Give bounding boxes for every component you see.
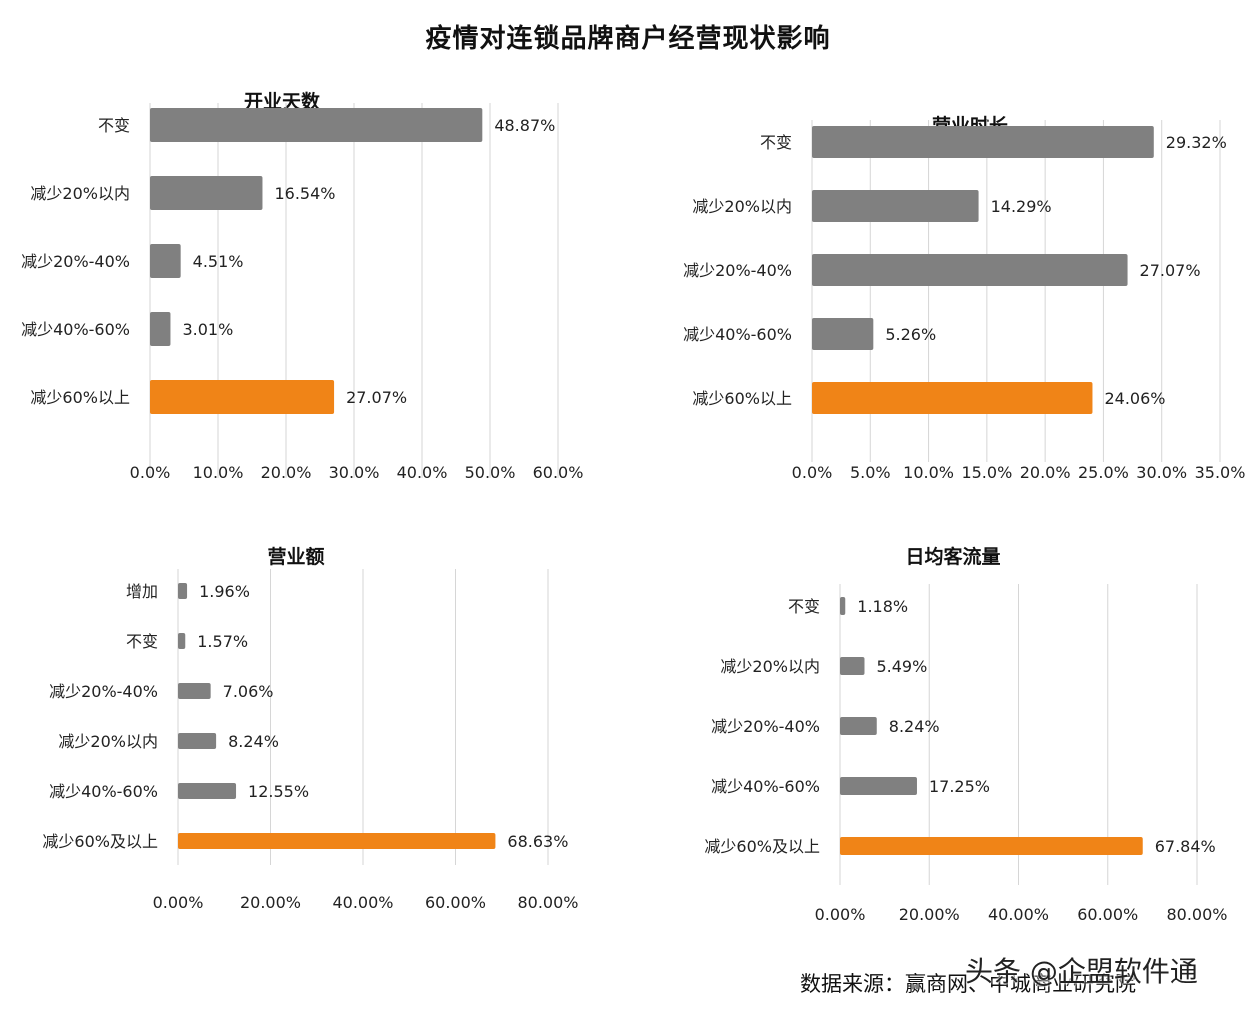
x-tick-label: 0.0% xyxy=(130,463,171,482)
x-tick-label: 30.0% xyxy=(1136,463,1187,482)
bar xyxy=(812,254,1128,286)
value-label: 29.32% xyxy=(1166,133,1227,152)
category-label: 减少20%-40% xyxy=(683,261,792,280)
x-tick-label: 10.0% xyxy=(193,463,244,482)
value-label: 17.25% xyxy=(929,777,990,796)
x-tick-label: 40.0% xyxy=(397,463,448,482)
value-label: 8.24% xyxy=(889,717,940,736)
category-label: 减少20%以内 xyxy=(30,184,130,203)
chart-title: 日均客流量 xyxy=(905,545,1000,568)
x-tick-label: 60.0% xyxy=(533,463,584,482)
x-tick-label: 50.0% xyxy=(465,463,516,482)
value-label: 1.57% xyxy=(197,632,248,651)
category-label: 减少20%以内 xyxy=(720,657,820,676)
chart-business-hours: 营业时长0.0%5.0%10.0%15.0%20.0%25.0%30.0%35.… xyxy=(683,114,1246,482)
value-label: 5.49% xyxy=(876,657,927,676)
category-label: 增加 xyxy=(126,582,158,601)
value-label: 27.07% xyxy=(346,388,407,407)
chart-revenue: 营业额 0.00% 20.00% 40.00% 60.00% 80.00% 增加 1.96% 不… xyxy=(42,545,578,912)
bar xyxy=(178,783,237,799)
value-label: 1.96% xyxy=(199,582,250,601)
bar xyxy=(812,190,979,222)
x-tick-label: 0.0% xyxy=(792,463,833,482)
bar xyxy=(178,583,188,599)
bar xyxy=(178,833,496,849)
value-label: 3.01% xyxy=(182,320,233,339)
bar xyxy=(150,244,181,278)
value-label: 16.54% xyxy=(274,184,335,203)
chart-title: 营业额 xyxy=(267,545,324,568)
x-tick-label: 20.0% xyxy=(1020,463,1071,482)
bar xyxy=(812,318,874,350)
category-label: 减少40%-60% xyxy=(711,777,820,796)
value-label: 1.18% xyxy=(857,597,908,616)
category-label: 减少60%以上 xyxy=(30,388,130,407)
bar xyxy=(150,108,483,142)
value-label: 68.63% xyxy=(507,832,568,851)
x-tick-label: 20.00% xyxy=(240,893,301,912)
bar xyxy=(150,380,335,414)
category-label: 不变 xyxy=(98,116,130,135)
bar xyxy=(812,126,1154,158)
value-label: 8.24% xyxy=(228,732,279,751)
category-label: 减少20%以内 xyxy=(58,732,158,751)
x-tick-label: 80.00% xyxy=(1166,905,1227,924)
x-tick-label: 40.00% xyxy=(332,893,393,912)
bar xyxy=(840,777,917,795)
category-label: 减少40%-60% xyxy=(49,782,158,801)
x-tick-label: 0.00% xyxy=(153,893,204,912)
source-note: 数据来源：赢商网、中城商业研究院 xyxy=(800,972,1136,996)
x-tick-label: 5.0% xyxy=(850,463,891,482)
category-label: 减少20%-40% xyxy=(711,717,820,736)
chart-opening-days: 开业天数 0.0% 10.0% 20.0% 30.0% 40.0% 50.0% 60.0% 不变… xyxy=(21,90,584,482)
x-tick-label: 0.00% xyxy=(815,905,866,924)
bar xyxy=(150,176,263,210)
x-tick-label: 25.0% xyxy=(1078,463,1129,482)
value-label: 48.87% xyxy=(494,116,555,135)
bar xyxy=(840,597,846,615)
x-tick-label: 80.00% xyxy=(517,893,578,912)
category-label: 减少40%-60% xyxy=(683,325,792,344)
category-label: 不变 xyxy=(126,632,158,651)
chart-daily-traffic: 日均客流量 0.00% 20.00% 40.00% 60.00% 80.00% 不变 1.18… xyxy=(704,545,1227,924)
bar xyxy=(178,683,211,699)
bar xyxy=(178,733,217,749)
value-label: 5.26% xyxy=(885,325,936,344)
category-label: 不变 xyxy=(760,133,792,152)
bar xyxy=(178,633,186,649)
value-label: 14.29% xyxy=(991,197,1052,216)
x-tick-label: 15.0% xyxy=(961,463,1012,482)
x-tick-label: 40.00% xyxy=(988,905,1049,924)
x-tick-label: 35.0% xyxy=(1195,463,1246,482)
category-label: 减少20%-40% xyxy=(49,682,158,701)
category-label: 减少60%以上 xyxy=(692,389,792,408)
bar xyxy=(840,717,877,735)
bar xyxy=(840,837,1143,855)
category-label: 减少20%-40% xyxy=(21,252,130,271)
x-tick-label: 30.0% xyxy=(329,463,380,482)
category-label: 减少60%及以上 xyxy=(42,832,158,851)
bar xyxy=(150,312,171,346)
x-tick-label: 60.00% xyxy=(425,893,486,912)
category-label: 减少20%以内 xyxy=(692,197,792,216)
value-label: 27.07% xyxy=(1140,261,1201,280)
value-label: 67.84% xyxy=(1155,837,1216,856)
value-label: 7.06% xyxy=(223,682,274,701)
value-label: 4.51% xyxy=(193,252,244,271)
main-title: 疫情对连锁品牌商户经营现状影响 xyxy=(425,24,831,54)
x-tick-label: 20.0% xyxy=(261,463,312,482)
chart-title: 开业天数 xyxy=(244,90,321,113)
value-label: 24.06% xyxy=(1104,389,1165,408)
x-tick-label: 10.0% xyxy=(903,463,954,482)
bar xyxy=(812,382,1093,414)
watermark: 头条 @企盟软件通 xyxy=(965,955,1198,988)
x-tick-label: 60.00% xyxy=(1077,905,1138,924)
category-label: 减少60%及以上 xyxy=(704,837,820,856)
value-label: 12.55% xyxy=(248,782,309,801)
x-tick-label: 20.00% xyxy=(899,905,960,924)
bar xyxy=(840,657,865,675)
category-label: 不变 xyxy=(788,597,820,616)
category-label: 减少40%-60% xyxy=(21,320,130,339)
